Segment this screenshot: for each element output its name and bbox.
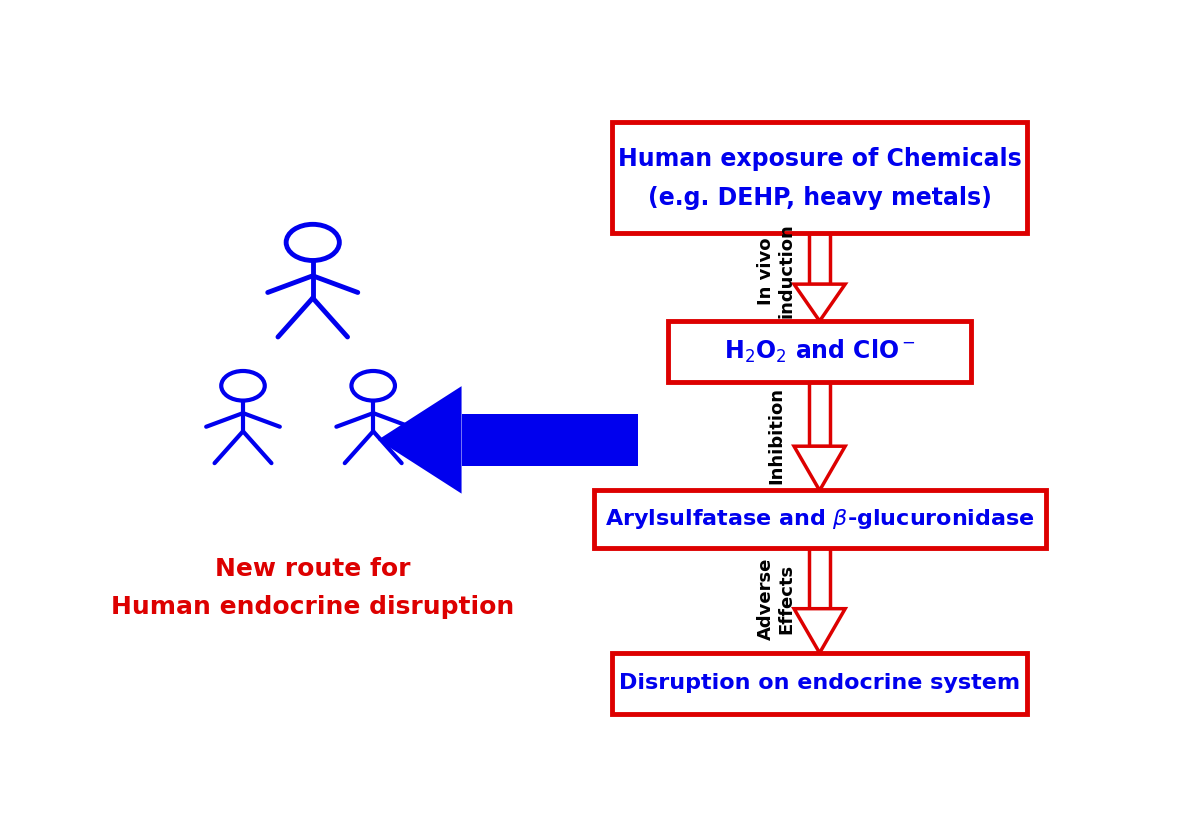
FancyBboxPatch shape (668, 321, 971, 382)
Polygon shape (809, 380, 830, 447)
Text: In vivo
induction: In vivo induction (757, 223, 796, 319)
Text: (e.g. DEHP, heavy metals): (e.g. DEHP, heavy metals) (648, 186, 991, 210)
Text: Adverse
Effects: Adverse Effects (757, 558, 796, 640)
Text: Disruption on endocrine system: Disruption on endocrine system (619, 673, 1020, 693)
FancyBboxPatch shape (612, 653, 1027, 713)
Polygon shape (378, 386, 462, 493)
Text: Human exposure of Chemicals: Human exposure of Chemicals (618, 147, 1021, 171)
Polygon shape (794, 284, 845, 321)
FancyBboxPatch shape (594, 490, 1045, 548)
Polygon shape (794, 608, 845, 653)
Polygon shape (809, 233, 830, 284)
Text: New route for: New route for (215, 557, 410, 581)
Text: Human endocrine disruption: Human endocrine disruption (112, 595, 515, 619)
Text: H$_2$O$_2$ and ClO$^-$: H$_2$O$_2$ and ClO$^-$ (724, 337, 916, 365)
FancyBboxPatch shape (612, 122, 1027, 233)
Polygon shape (809, 545, 830, 608)
Text: Inhibition: Inhibition (767, 387, 785, 484)
Polygon shape (462, 414, 638, 466)
Polygon shape (794, 447, 845, 490)
Text: Arylsulfatase and $\beta$-glucuronidase: Arylsulfatase and $\beta$-glucuronidase (605, 507, 1034, 531)
